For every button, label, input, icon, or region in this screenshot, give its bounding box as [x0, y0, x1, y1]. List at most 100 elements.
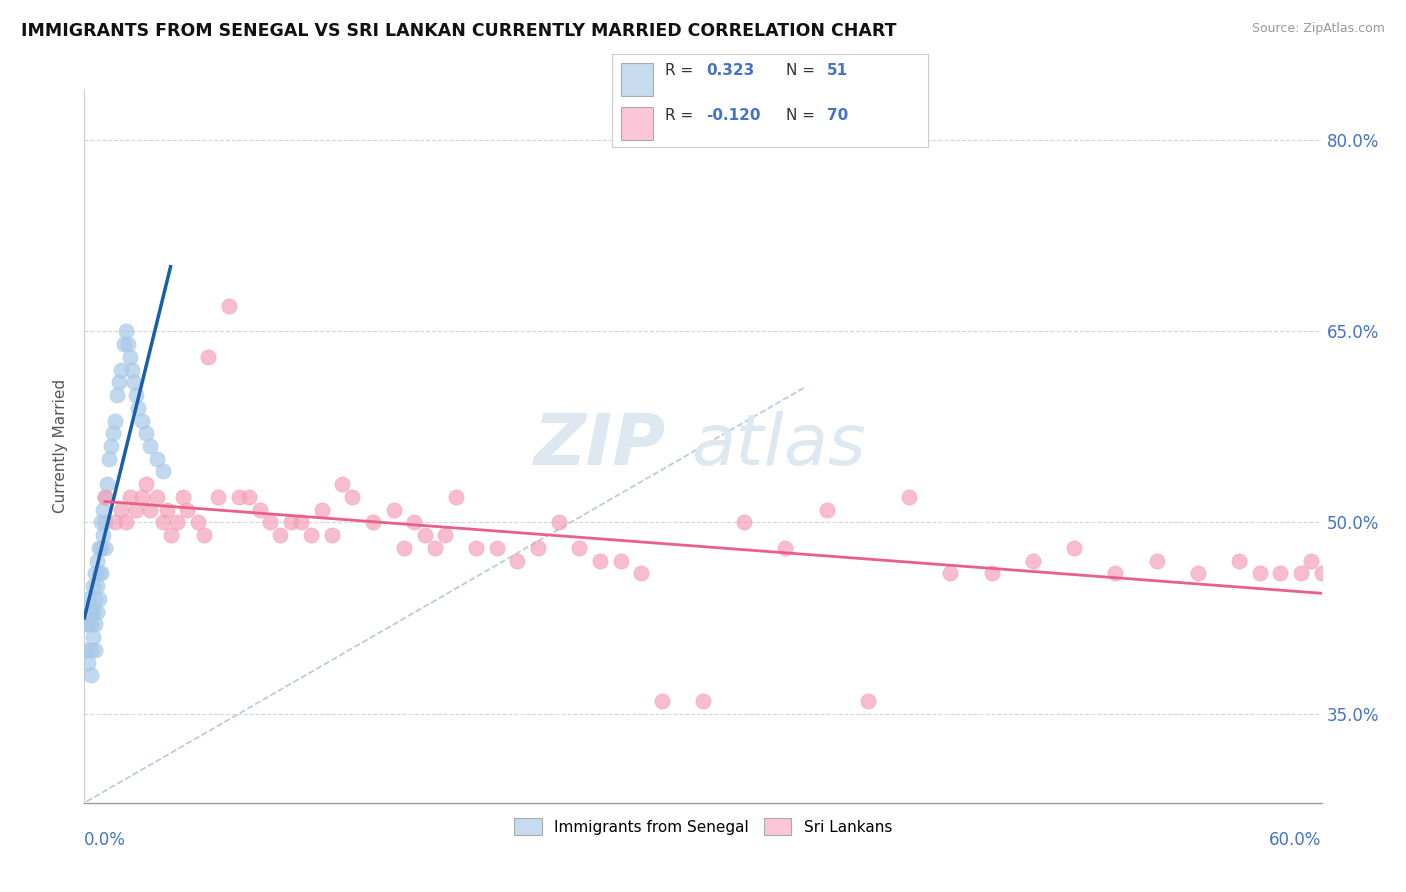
Point	[1270, 566, 1292, 581]
Point	[1063, 541, 1085, 555]
Point	[104, 413, 127, 427]
Text: N =: N =	[786, 63, 820, 78]
Point	[112, 337, 135, 351]
Text: 60.0%: 60.0%	[1270, 831, 1322, 849]
Point	[1227, 554, 1250, 568]
Point	[91, 528, 114, 542]
Point	[280, 516, 302, 530]
Point	[103, 426, 125, 441]
Point	[118, 490, 141, 504]
Text: IMMIGRANTS FROM SENEGAL VS SRI LANKAN CURRENTLY MARRIED CORRELATION CHART: IMMIGRANTS FROM SENEGAL VS SRI LANKAN CU…	[21, 22, 897, 40]
Point	[108, 376, 131, 390]
Point	[249, 502, 271, 516]
Point	[193, 528, 215, 542]
Point	[423, 541, 446, 555]
Point	[651, 694, 673, 708]
Point	[382, 502, 405, 516]
Point	[125, 388, 148, 402]
Point	[79, 668, 101, 682]
Point	[110, 502, 132, 516]
Point	[330, 477, 353, 491]
Point	[1022, 554, 1045, 568]
Point	[311, 502, 333, 516]
Point	[197, 350, 219, 364]
Point	[87, 541, 110, 555]
Point	[609, 554, 631, 568]
Point	[77, 656, 100, 670]
Point	[131, 413, 153, 427]
Text: R =: R =	[665, 63, 699, 78]
Point	[127, 401, 149, 415]
Point	[75, 617, 97, 632]
Text: N =: N =	[786, 108, 820, 123]
Point	[160, 528, 183, 542]
Point	[114, 516, 136, 530]
Point	[96, 477, 118, 491]
Point	[100, 439, 122, 453]
Point	[105, 388, 128, 402]
Point	[187, 516, 209, 530]
Point	[465, 541, 488, 555]
Y-axis label: Currently Married: Currently Married	[53, 379, 69, 513]
Point	[135, 426, 157, 441]
Point	[94, 541, 117, 555]
Point	[90, 541, 112, 555]
Point	[139, 502, 162, 516]
Point	[775, 541, 797, 555]
Point	[733, 516, 755, 530]
Point	[856, 694, 879, 708]
Point	[444, 490, 467, 504]
Point	[342, 490, 364, 504]
Point	[98, 451, 121, 466]
Point	[568, 541, 591, 555]
Point	[485, 541, 508, 555]
Text: atlas: atlas	[690, 411, 865, 481]
Point	[82, 579, 104, 593]
Point	[104, 516, 127, 530]
Point	[1301, 554, 1323, 568]
Point	[589, 554, 612, 568]
Legend: Immigrants from Senegal, Sri Lankans: Immigrants from Senegal, Sri Lankans	[508, 812, 898, 841]
Point	[117, 337, 139, 351]
Point	[152, 465, 174, 479]
Text: 0.0%: 0.0%	[84, 831, 127, 849]
Point	[547, 516, 569, 530]
Point	[361, 516, 384, 530]
Text: Source: ZipAtlas.com: Source: ZipAtlas.com	[1251, 22, 1385, 36]
Point	[1310, 566, 1333, 581]
Point	[83, 617, 105, 632]
Point	[299, 528, 322, 542]
Point	[125, 502, 148, 516]
Point	[630, 566, 652, 581]
Point	[172, 490, 194, 504]
Point	[506, 554, 529, 568]
Point	[118, 350, 141, 364]
Point	[176, 502, 198, 516]
Point	[321, 528, 343, 542]
Point	[90, 566, 112, 581]
FancyBboxPatch shape	[621, 107, 652, 140]
Text: 0.323: 0.323	[707, 63, 755, 78]
Point	[692, 694, 714, 708]
Point	[392, 541, 415, 555]
Point	[980, 566, 1002, 581]
Point	[434, 528, 457, 542]
Point	[145, 490, 167, 504]
Point	[413, 528, 436, 542]
Point	[1249, 566, 1271, 581]
Point	[290, 516, 312, 530]
Point	[898, 490, 921, 504]
Point	[269, 528, 291, 542]
Point	[110, 362, 132, 376]
Point	[87, 591, 110, 606]
Point	[79, 617, 101, 632]
Point	[207, 490, 229, 504]
Point	[86, 579, 108, 593]
Point	[218, 299, 240, 313]
Point	[114, 324, 136, 338]
Point	[94, 516, 117, 530]
Point	[122, 376, 145, 390]
Point	[94, 490, 117, 504]
Point	[527, 541, 550, 555]
Point	[152, 516, 174, 530]
